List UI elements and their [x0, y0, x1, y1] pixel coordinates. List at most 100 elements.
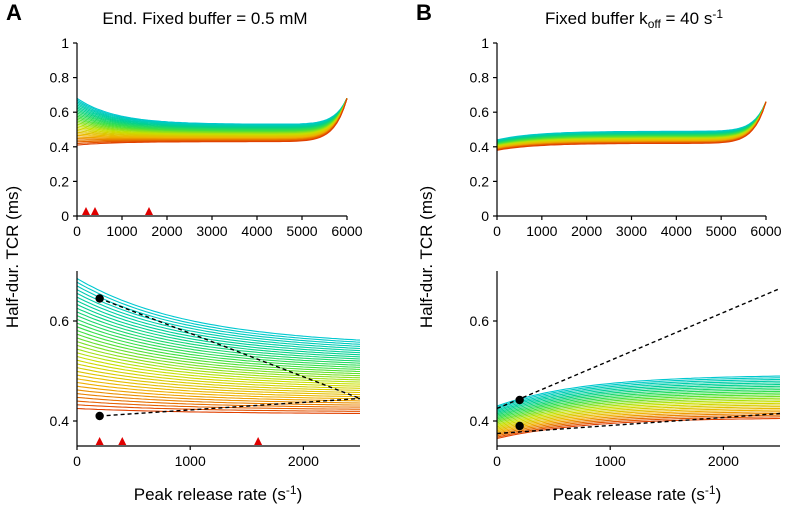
data-point — [515, 421, 524, 431]
series-line — [496, 101, 767, 144]
series-line — [496, 399, 780, 425]
x-tick-label: 0 — [73, 453, 81, 469]
x-tick-label: 6000 — [750, 223, 781, 239]
series-line — [76, 98, 348, 132]
release-marker — [91, 207, 99, 215]
x-tick-label: 2000 — [288, 453, 319, 469]
series-line — [496, 101, 767, 151]
series-line — [76, 289, 361, 347]
series-line — [76, 98, 348, 136]
y-tick-label: 0 — [61, 208, 69, 224]
series-line — [76, 98, 348, 139]
panel-letter-a: A — [6, 0, 22, 25]
series-line — [496, 375, 780, 407]
release-marker — [254, 437, 263, 445]
series-line — [76, 337, 361, 375]
series-line — [496, 406, 780, 430]
series-line — [76, 98, 348, 129]
x-tick-label: 4000 — [241, 223, 272, 239]
y-tick-label: 0.4 — [470, 139, 490, 155]
series-line — [496, 380, 780, 411]
data-point — [95, 411, 104, 421]
series-line — [76, 98, 348, 128]
series-line — [76, 98, 348, 131]
series-line — [76, 98, 348, 133]
series-line — [76, 352, 361, 383]
series-line — [76, 98, 348, 140]
series-line — [76, 385, 361, 402]
series-line — [76, 318, 361, 364]
x-axis-label-a-close: ) — [297, 485, 303, 504]
series-line — [496, 397, 780, 424]
series-line — [496, 385, 780, 415]
y-tick-label: 1 — [61, 35, 69, 51]
series-line — [496, 101, 767, 143]
series-line — [76, 98, 348, 143]
x-tick-label: 3000 — [196, 223, 227, 239]
series-line — [76, 98, 348, 137]
series-line — [76, 98, 348, 135]
x-tick-label: 2000 — [151, 223, 182, 239]
series-line — [76, 98, 348, 126]
x-axis-label-b-main: Peak release rate (s — [553, 485, 705, 504]
x-tick-label: 0 — [493, 223, 501, 239]
release-marker — [82, 207, 90, 215]
series-line — [76, 359, 361, 387]
x-axis-label-a-main: Peak release rate (s — [134, 485, 286, 504]
y-tick-label: 0 — [481, 208, 489, 224]
chart-B-top: 0 1000 2000 3000 4000 5000 6000 0 0.2 0.4 0.6 0.8 1 — [470, 35, 782, 239]
series-line — [76, 341, 361, 377]
series-line — [496, 402, 780, 428]
series-line — [496, 101, 767, 142]
series-line — [496, 409, 780, 433]
series-line — [76, 348, 361, 381]
title-b-sup: -1 — [712, 7, 723, 21]
y-tick-label: 0.6 — [50, 313, 70, 329]
series-line — [76, 374, 361, 396]
data-point — [515, 395, 524, 405]
series-line — [76, 322, 361, 366]
x-axis-label-a: Peak release rate (s-1) — [134, 483, 302, 504]
x-tick-label: 5000 — [706, 223, 737, 239]
series-line — [76, 98, 348, 127]
series-line — [496, 401, 780, 427]
x-tick-label: 4000 — [661, 223, 692, 239]
series-line — [496, 378, 780, 410]
data-point — [95, 294, 104, 303]
series-line — [76, 315, 361, 362]
title-b-sub: off — [648, 17, 662, 31]
series-line — [76, 300, 361, 354]
series-line — [76, 98, 348, 130]
series-line — [496, 404, 780, 429]
series-line — [76, 378, 361, 398]
series-line — [76, 333, 361, 373]
dashed-line — [99, 297, 361, 400]
series-line — [76, 98, 348, 140]
y-tick-label: 0.2 — [470, 173, 490, 189]
x-tick-label: 2000 — [571, 223, 602, 239]
series-line — [76, 363, 361, 389]
series-line — [76, 393, 360, 406]
series-line — [496, 101, 767, 146]
dashed-line — [99, 397, 361, 417]
series-line — [76, 278, 361, 341]
series-line — [496, 101, 767, 150]
series-line — [496, 395, 780, 423]
x-tick-label: 1000 — [106, 223, 137, 239]
title-b-tail: = 40 s — [661, 9, 713, 28]
chart-A-bottom: 0 1000 2000 0.4 0.6 — [50, 271, 361, 469]
series-line — [496, 390, 780, 419]
x-axis-label-a-sup: -1 — [286, 483, 297, 497]
series-line — [76, 404, 360, 412]
x-tick-label: 1000 — [526, 223, 557, 239]
dashed-line — [496, 287, 781, 410]
x-axis-label-b-close: ) — [716, 485, 722, 504]
y-tick-label: 0.6 — [50, 104, 70, 120]
y-axis-label-a: Half-dur. TCR (ms) — [3, 186, 22, 328]
series-line — [76, 311, 361, 360]
x-axis-label-b-sup: -1 — [705, 483, 716, 497]
y-axis-label-b: Half-dur. TCR (ms) — [417, 186, 436, 328]
y-tick-label: 0.4 — [470, 413, 490, 429]
series-line — [496, 394, 780, 421]
